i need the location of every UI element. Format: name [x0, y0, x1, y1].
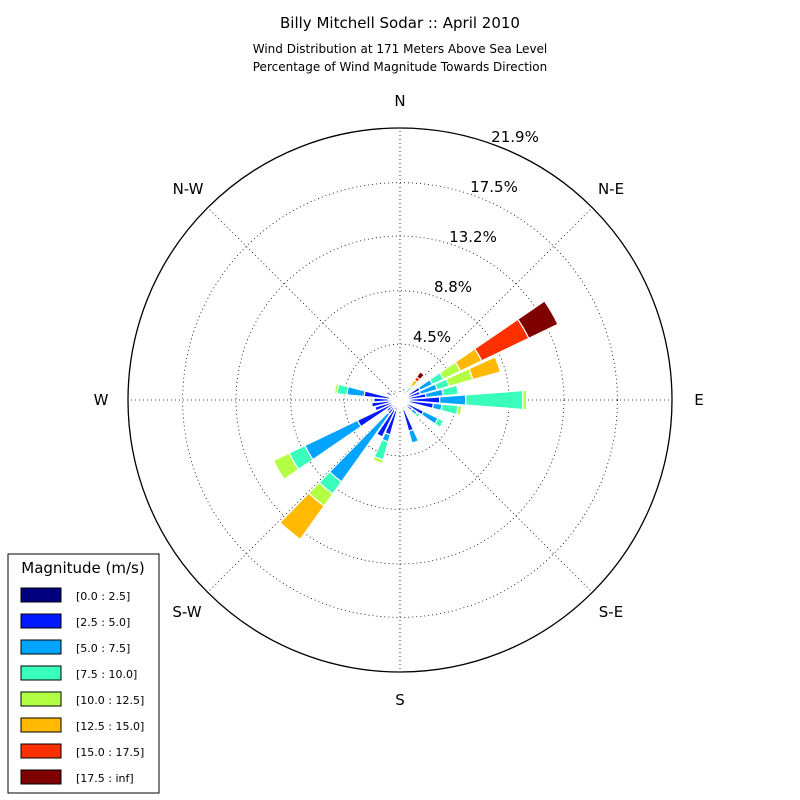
dir-label-w: W	[94, 391, 109, 409]
dir-label-se: S-E	[599, 603, 623, 621]
grid-ring-3	[235, 235, 565, 565]
bar-segment-220-bin-5	[279, 492, 325, 541]
ring-label-3: 13.2%	[449, 228, 497, 246]
legend-swatch-1	[20, 613, 62, 629]
bar-segment-160-bin-1	[401, 408, 415, 432]
wind-bars	[272, 300, 559, 541]
bar-segment-270-bin-2	[372, 397, 375, 403]
grid-ring-4	[182, 182, 618, 618]
bar-segment-100-bin-3	[440, 403, 459, 416]
bar-segment-200-bin-4	[372, 455, 385, 465]
bar-segment-280-bin-1	[363, 390, 392, 400]
dir-label-e: E	[694, 391, 703, 409]
dir-label-n: N	[394, 92, 405, 110]
grid-spoke-8	[207, 207, 401, 401]
outer-frame	[127, 127, 673, 673]
chart-subtitle-line-1: Wind Distribution at 171 Meters Above Se…	[253, 42, 548, 56]
bar-segment-180-bin-1	[398, 405, 402, 411]
legend-label-5: [12.5 : 15.0]	[76, 720, 144, 733]
bar-segment-160-bin-2	[407, 428, 420, 444]
legend-label-1: [2.5 : 5.0]	[76, 616, 130, 629]
dir-label-ne: N-E	[598, 180, 624, 198]
bar-segment-240-bin-4	[272, 452, 300, 481]
bar-segment-210-bin-1	[376, 408, 396, 438]
legend-label-2: [5.0 : 7.5]	[76, 642, 130, 655]
legend-swatch-3	[20, 665, 62, 681]
legend-label-6: [15.0 : 17.5]	[76, 746, 144, 759]
grid-spoke-4	[399, 399, 593, 593]
chart-subtitle-line-2: Percentage of Wind Magnitude Towards Dir…	[253, 60, 547, 74]
legend: Magnitude (m/s) [0.0 : 2.5] [2.5 : 5.0] [5…	[7, 553, 160, 794]
ring-label-2: 8.8%	[434, 278, 472, 296]
legend-items: [0.0 : 2.5] [2.5 : 5.0] [5.0 : 7.5] [7.5 : …	[20, 587, 144, 785]
chart-title: Billy Mitchell Sodar :: April 2010	[280, 14, 520, 32]
bar-segment-90-bin-3	[464, 389, 524, 411]
dir-label-nw: N-W	[173, 180, 204, 198]
bar-segment-280-bin-2	[346, 385, 366, 398]
bar-segment-300-bin-1	[385, 390, 394, 398]
bar-segment-0-bin-0	[398, 394, 402, 401]
ring-label-5: 21.9%	[491, 128, 539, 146]
axis-labels: N N-E E S-E S S-W W N-W 4.5% 8.8% 13.2% …	[94, 92, 704, 709]
bar-segment-60-bin-7	[517, 300, 559, 340]
legend-swatch-0	[20, 587, 62, 603]
ring-label-1: 4.5%	[413, 328, 451, 346]
legend-swatch-4	[20, 691, 62, 707]
bar-segment-260-bin-2	[369, 402, 374, 409]
legend-swatch-5	[20, 717, 62, 733]
legend-label-3: [7.5 : 10.0]	[76, 668, 137, 681]
bar-segment-60-bin-6	[473, 318, 530, 362]
legend-swatch-2	[20, 639, 62, 655]
bar-segment-90-bin-2	[438, 394, 467, 406]
bar-segment-20-bin-1	[401, 387, 406, 393]
bar-segment-120-bin-3	[434, 417, 445, 429]
bar-segment-80-bin-3	[441, 384, 459, 397]
bar-segment-200-bin-3	[373, 438, 390, 461]
bar-segment-330-bin-1	[392, 389, 398, 395]
bar-segment-130-bin-3	[414, 411, 422, 419]
bar-segment-100-bin-4	[455, 405, 463, 417]
legend-label-7: [17.5 : inf]	[76, 772, 134, 785]
ring-label-4: 17.5%	[470, 178, 518, 196]
bar-segment-70-bin-5	[468, 356, 502, 381]
legend-swatch-6	[20, 743, 62, 759]
legend-title: Magnitude (m/s)	[21, 559, 144, 577]
bar-segment-90-bin-4	[521, 389, 528, 411]
bar-segment-40-bin-7	[415, 370, 426, 381]
dir-label-s: S	[395, 691, 405, 709]
bar-segment-280-bin-4	[333, 382, 340, 395]
legend-label-0: [0.0 : 2.5]	[76, 590, 130, 603]
legend-label-4: [10.0 : 12.5]	[76, 694, 144, 707]
legend-swatch-7	[20, 769, 62, 785]
dir-label-sw: S-W	[172, 603, 201, 621]
